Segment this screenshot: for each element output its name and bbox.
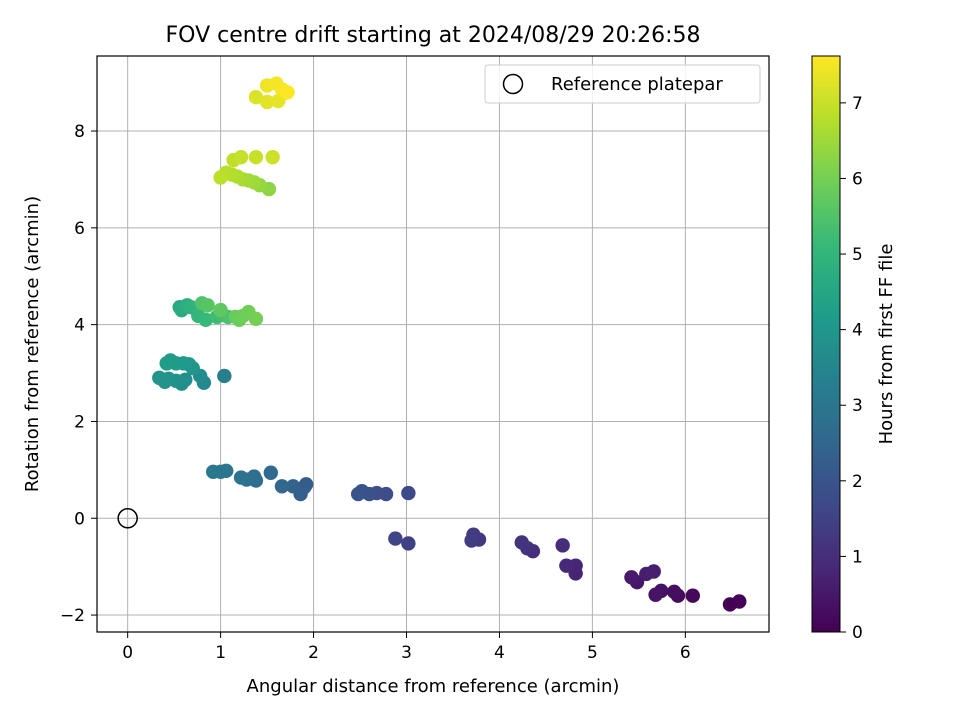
data-point — [274, 479, 290, 494]
data-point — [259, 94, 275, 110]
data-points — [152, 76, 747, 612]
y-tick-label: 4 — [74, 316, 85, 336]
data-point — [159, 356, 174, 371]
colorbar: 0 1 2 3 4 5 6 7 Hours from first FF file — [811, 55, 897, 643]
data-point — [198, 312, 213, 327]
data-point — [285, 479, 301, 494]
colorbar-tick-label: 2 — [852, 472, 863, 492]
data-point — [205, 464, 221, 479]
colorbar-tick-label: 1 — [852, 547, 863, 567]
colorbar-tick-label: 4 — [852, 321, 863, 341]
colorbar-label: Hours from first FF file — [876, 244, 897, 445]
data-point — [213, 170, 228, 185]
data-point — [263, 465, 279, 480]
chart-title: FOV centre drift starting at 2024/08/29 … — [166, 23, 701, 48]
data-point — [265, 149, 280, 165]
data-point — [233, 149, 249, 165]
data-point — [248, 89, 264, 105]
data-point — [217, 368, 232, 384]
colorbar-tick-label: 5 — [852, 245, 863, 265]
data-point — [685, 588, 700, 603]
x-tick-label: 6 — [680, 643, 691, 663]
data-point — [233, 470, 249, 485]
reference-platepar-marker — [117, 508, 138, 529]
data-point — [666, 584, 682, 600]
colorbar-tick-label: 0 — [852, 623, 863, 643]
x-tick-label: 5 — [587, 643, 598, 663]
x-tick-label: 3 — [401, 643, 412, 663]
data-point — [350, 486, 366, 502]
data-point — [559, 558, 574, 573]
data-point — [624, 570, 639, 585]
plot-frame — [96, 55, 770, 633]
colorbar-frame — [811, 55, 841, 633]
x-tick-label: 0 — [122, 643, 133, 663]
data-point — [648, 587, 663, 602]
data-point — [152, 370, 167, 386]
colorbar-tick-label: 3 — [852, 396, 863, 416]
data-point — [646, 564, 661, 579]
y-tick-label: 6 — [74, 219, 85, 239]
data-point — [514, 535, 529, 550]
x-axis-ticks: 0 1 2 3 4 5 6 — [122, 632, 691, 663]
colorbar-gradient — [812, 56, 840, 632]
data-point — [732, 594, 747, 609]
y-tick-label: 2 — [74, 412, 85, 432]
x-tick-label: 4 — [494, 643, 505, 663]
colorbar-tick-label: 6 — [852, 169, 863, 189]
data-point — [248, 149, 264, 165]
legend: Reference platepar — [484, 64, 761, 104]
data-point — [388, 531, 403, 546]
grid — [97, 56, 769, 632]
data-point — [464, 533, 479, 548]
data-point — [555, 538, 570, 553]
x-axis-label: Angular distance from reference (arcmin) — [247, 676, 620, 697]
data-point — [401, 536, 416, 551]
colorbar-ticks: 0 1 2 3 4 5 6 7 — [840, 94, 863, 643]
y-axis-label: Rotation from reference (arcmin) — [22, 196, 43, 492]
y-tick-label: 8 — [74, 122, 85, 142]
data-point — [401, 485, 416, 501]
y-tick-label: −2 — [60, 606, 85, 626]
data-point — [200, 298, 215, 313]
y-tick-label: 0 — [74, 509, 85, 529]
legend-reference-marker — [502, 73, 524, 95]
colorbar-tick-label: 7 — [852, 94, 863, 114]
legend-box — [484, 64, 761, 104]
data-point — [280, 85, 295, 100]
x-tick-label: 1 — [215, 643, 226, 663]
x-tick-label: 2 — [308, 643, 319, 663]
y-axis-ticks: −2 0 2 4 6 8 — [60, 122, 97, 626]
data-point — [213, 302, 228, 318]
reference-marker-layer — [117, 508, 138, 529]
legend-label: Reference platepar — [551, 74, 723, 95]
data-point — [248, 311, 264, 327]
